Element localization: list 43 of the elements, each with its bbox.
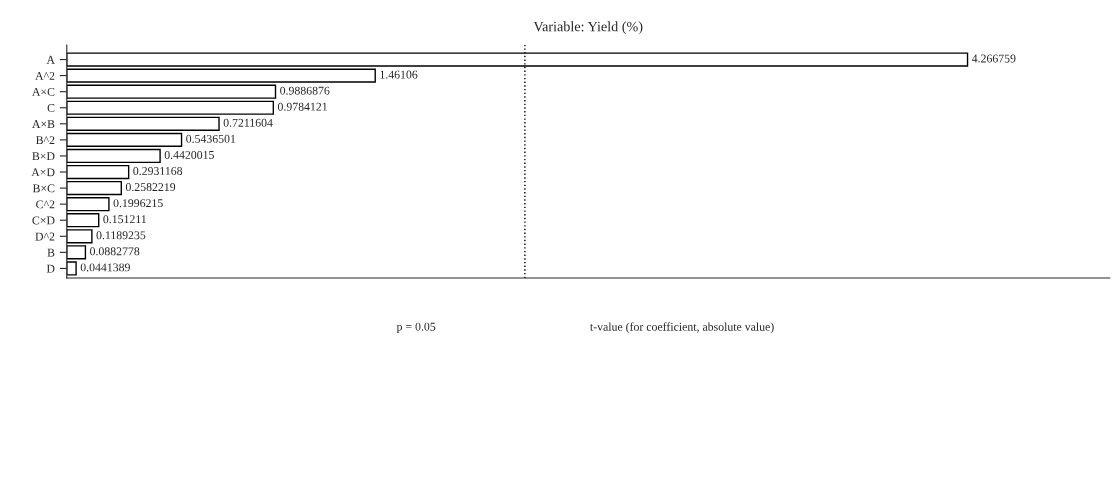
bar <box>66 261 77 276</box>
data-label: 1.46106 <box>380 70 418 79</box>
data-label: 0.1189235 <box>96 231 146 240</box>
y-tick-label: A <box>46 55 55 64</box>
data-label: 0.1996215 <box>113 199 163 208</box>
data-label: 0.9886876 <box>280 86 330 95</box>
bar <box>66 100 275 115</box>
y-tick-label: B×D <box>32 152 55 161</box>
y-tick-label: C <box>47 104 55 112</box>
bar <box>66 197 110 212</box>
bar <box>66 116 220 131</box>
text: p = 0.05 <box>396 322 436 334</box>
data-label: 0.4420015 <box>164 150 214 159</box>
y-tick-label: A×C <box>32 87 55 96</box>
data-label: 0.2931168 <box>133 167 183 176</box>
data-label: 0.0882778 <box>90 247 140 256</box>
y-tick-label: C^2 <box>36 200 55 209</box>
y-tick-label: A×D <box>31 168 55 177</box>
data-label: 0.151211 <box>103 215 146 224</box>
bar <box>66 213 100 228</box>
y-tick-label: B^2 <box>36 136 55 145</box>
y-tick-label: A^2 <box>35 71 55 80</box>
bar <box>66 229 93 244</box>
chart-title: Variable: Yield (%) <box>533 21 643 35</box>
y-tick-label: B×C <box>32 184 55 193</box>
bar <box>66 245 87 260</box>
bar <box>66 180 122 196</box>
x-axis-title: t-value (for coefficient, absolute value) <box>590 322 774 334</box>
data-label: 0.0441389 <box>80 263 130 272</box>
data-label: 0.9784121 <box>277 102 327 111</box>
bar <box>66 132 183 148</box>
y-tick-label: A×B <box>32 120 55 128</box>
data-label: 0.5436501 <box>186 134 236 143</box>
data-label: 0.2582219 <box>125 183 176 192</box>
bar <box>66 148 161 164</box>
data-label: 4.266759 <box>971 54 1016 63</box>
y-tick-label: D <box>46 264 55 273</box>
y-tick-label: D^2 <box>35 232 55 241</box>
y-tick-label: C×D <box>32 216 55 225</box>
data-label: 0.7211604 <box>223 118 273 127</box>
bar <box>66 164 130 180</box>
y-tick-label: B <box>47 248 55 257</box>
bar <box>66 84 277 99</box>
